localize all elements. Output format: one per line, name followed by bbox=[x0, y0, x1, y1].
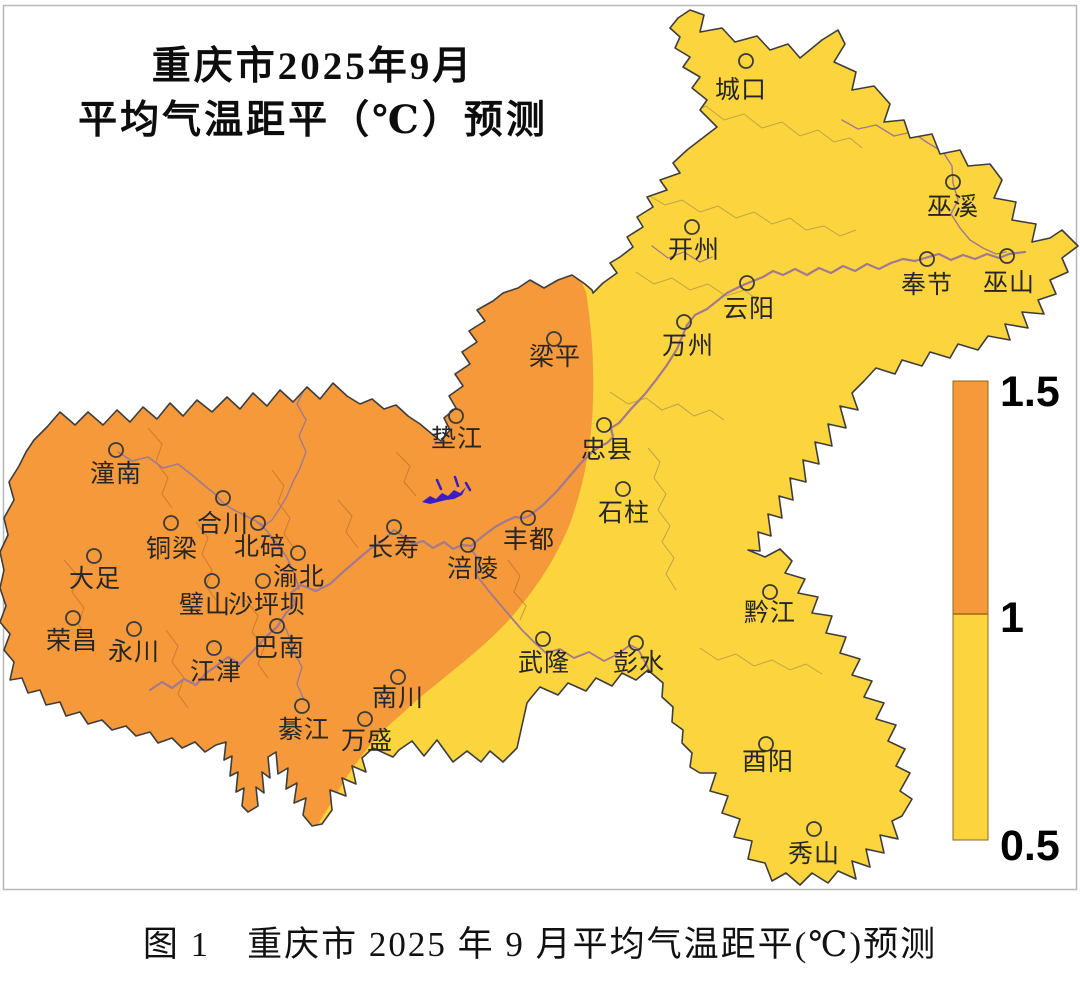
district-marker bbox=[163, 515, 179, 531]
district-marker bbox=[546, 331, 562, 347]
district-marker bbox=[919, 251, 935, 267]
district-label: 巴南 bbox=[253, 634, 305, 662]
district-marker bbox=[294, 698, 310, 714]
district-label: 忠县 bbox=[581, 436, 633, 464]
district-marker bbox=[460, 537, 476, 553]
district-label: 开州 bbox=[668, 237, 720, 264]
province-outline bbox=[0, 9, 1079, 886]
district-marker bbox=[290, 545, 306, 561]
district-marker bbox=[762, 584, 778, 600]
district-label: 潼南 bbox=[90, 460, 142, 488]
qijiang-river bbox=[282, 621, 305, 701]
district-marker bbox=[628, 635, 644, 651]
legend-colorbar: 1.5 1 0.5 bbox=[952, 368, 1060, 870]
changshou-lake bbox=[422, 475, 472, 504]
district-marker bbox=[215, 490, 231, 506]
district-label: 渝北 bbox=[273, 563, 325, 591]
district-marker bbox=[255, 573, 271, 589]
district-label: 合川 bbox=[197, 510, 249, 538]
legend-label-mid: 1 bbox=[1000, 594, 1024, 642]
district-marker bbox=[676, 314, 692, 330]
district-marker bbox=[739, 275, 755, 291]
district-label: 长寿 bbox=[368, 534, 420, 562]
district-label: 万盛 bbox=[341, 727, 393, 755]
district-marker bbox=[999, 248, 1015, 264]
district-label: 彭水 bbox=[613, 649, 665, 677]
figure-caption: 图 1 重庆市 2025 年 9 月平均气温距平(℃)预测 bbox=[142, 925, 938, 964]
district-label: 垫江 bbox=[431, 425, 483, 453]
district-boundaries-east bbox=[609, 99, 863, 675]
district-marker bbox=[206, 640, 222, 656]
district-label: 黔江 bbox=[744, 599, 796, 627]
district-marker bbox=[357, 711, 373, 727]
map-title: 重庆市2025年9月 平均气温距平（℃）预测 bbox=[48, 40, 578, 148]
yangtze-river bbox=[148, 250, 1027, 692]
district-label: 铜梁 bbox=[146, 535, 198, 563]
district-marker bbox=[250, 515, 266, 531]
district-marker bbox=[535, 631, 551, 647]
district-label: 奉节 bbox=[901, 271, 953, 299]
kaizhou-stream bbox=[651, 245, 713, 263]
district-label: 武隆 bbox=[518, 649, 570, 677]
district-marker bbox=[684, 219, 700, 235]
legend-label-max: 1.5 bbox=[1000, 368, 1060, 416]
district-label: 酉阳 bbox=[742, 749, 794, 776]
district-marker bbox=[269, 618, 285, 634]
district-label: 荣昌 bbox=[46, 627, 98, 655]
district-label: 涪陵 bbox=[447, 555, 499, 583]
district-marker bbox=[386, 519, 402, 535]
district-label: 江津 bbox=[190, 658, 242, 686]
district-marker bbox=[520, 510, 536, 526]
district-label: 丰都 bbox=[503, 526, 555, 554]
qujiang-river bbox=[259, 369, 307, 527]
district-label: 城口 bbox=[715, 77, 767, 104]
district-label: 大足 bbox=[69, 565, 121, 593]
district-label: 巫溪 bbox=[927, 193, 979, 221]
legend-label-min: 0.5 bbox=[1000, 822, 1060, 870]
district-boundaries-west bbox=[63, 427, 527, 709]
district-marker bbox=[448, 408, 464, 424]
district-marker bbox=[390, 669, 406, 685]
district-label: 巫山 bbox=[983, 269, 1035, 297]
district-label: 璧山 bbox=[179, 591, 231, 619]
map-title-line2: 平均气温距平（℃）预测 bbox=[78, 99, 548, 142]
district-label: 梁平 bbox=[529, 343, 581, 371]
district-marker bbox=[596, 417, 612, 433]
district-marker bbox=[738, 53, 754, 69]
district-marker bbox=[126, 621, 142, 637]
district-marker bbox=[615, 481, 631, 497]
jialing-river bbox=[117, 451, 300, 590]
district-marker bbox=[108, 442, 124, 458]
district-label: 石柱 bbox=[598, 499, 650, 527]
district-marker bbox=[945, 174, 961, 190]
district-label: 永川 bbox=[108, 638, 160, 666]
district-marker bbox=[86, 548, 102, 564]
map-title-line1: 重庆市2025年9月 bbox=[151, 45, 475, 88]
wujiang-river bbox=[470, 548, 655, 704]
district-label: 万州 bbox=[662, 333, 714, 360]
district-marker bbox=[204, 573, 220, 589]
district-label: 南川 bbox=[372, 684, 424, 712]
district-label: 沙坪坝 bbox=[228, 591, 306, 619]
district-label: 秀山 bbox=[788, 840, 840, 868]
district-marker bbox=[65, 610, 81, 626]
district-label: 綦江 bbox=[278, 716, 330, 744]
district-label: 北碚 bbox=[234, 533, 286, 561]
district-marker bbox=[758, 736, 774, 752]
district-marker bbox=[806, 821, 822, 837]
district-label: 云阳 bbox=[723, 296, 775, 323]
